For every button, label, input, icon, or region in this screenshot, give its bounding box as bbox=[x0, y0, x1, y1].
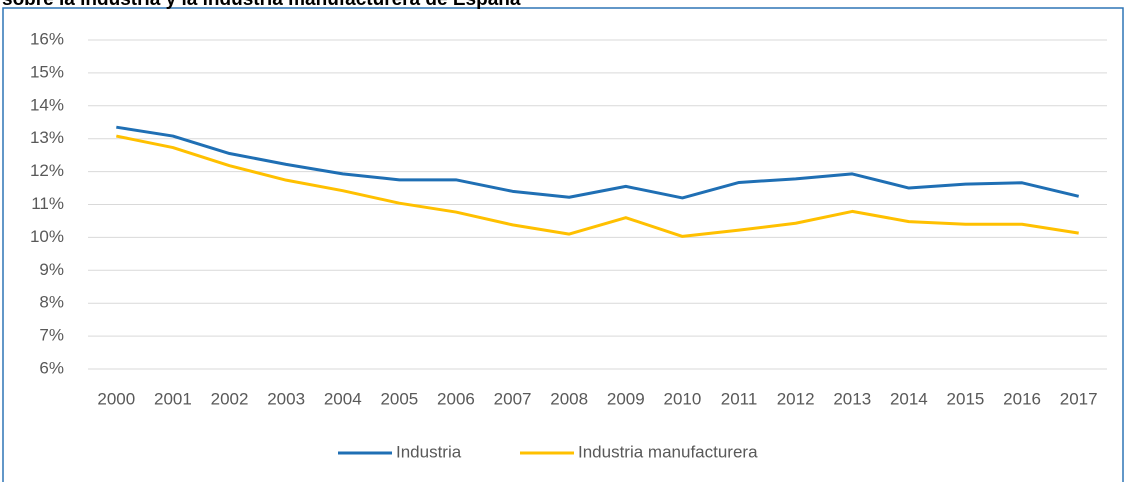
y-tick-label: 10% bbox=[30, 227, 64, 246]
legend-label: Industria manufacturera bbox=[578, 442, 758, 461]
legend-label: Industria bbox=[396, 442, 462, 461]
x-tick-label: 2012 bbox=[777, 389, 815, 408]
chart-frame bbox=[2, 7, 1124, 482]
y-tick-label: 16% bbox=[30, 29, 64, 48]
chart-title: sobre la industria y la industria manufa… bbox=[2, 0, 521, 10]
y-tick-label: 12% bbox=[30, 161, 64, 180]
x-tick-label: 2015 bbox=[947, 389, 985, 408]
x-tick-label: 2016 bbox=[1003, 389, 1041, 408]
y-tick-label: 13% bbox=[30, 128, 64, 147]
x-tick-label: 2008 bbox=[550, 389, 588, 408]
x-tick-label: 2004 bbox=[324, 389, 362, 408]
x-tick-label: 2001 bbox=[154, 389, 192, 408]
x-tick-label: 2017 bbox=[1060, 389, 1098, 408]
y-tick-label: 8% bbox=[39, 293, 64, 312]
y-tick-label: 11% bbox=[31, 194, 64, 213]
x-tick-label: 2003 bbox=[267, 389, 305, 408]
x-tick-label: 2011 bbox=[721, 389, 758, 408]
x-tick-label: 2005 bbox=[380, 389, 418, 408]
x-tick-label: 2013 bbox=[833, 389, 871, 408]
y-tick-label: 7% bbox=[39, 326, 64, 345]
x-tick-label: 2006 bbox=[437, 389, 475, 408]
x-tick-label: 2000 bbox=[97, 389, 135, 408]
x-tick-label: 2007 bbox=[494, 389, 532, 408]
y-tick-label: 9% bbox=[39, 260, 64, 279]
x-tick-label: 2010 bbox=[664, 389, 702, 408]
series-line bbox=[116, 125, 1080, 200]
series-line bbox=[116, 134, 1079, 238]
y-tick-label: 15% bbox=[30, 62, 64, 81]
y-tick-label: 6% bbox=[39, 358, 64, 377]
x-tick-label: 2002 bbox=[211, 389, 249, 408]
x-tick-label: 2009 bbox=[607, 389, 645, 408]
x-tick-label: 2014 bbox=[890, 389, 928, 408]
y-tick-label: 14% bbox=[30, 95, 64, 114]
